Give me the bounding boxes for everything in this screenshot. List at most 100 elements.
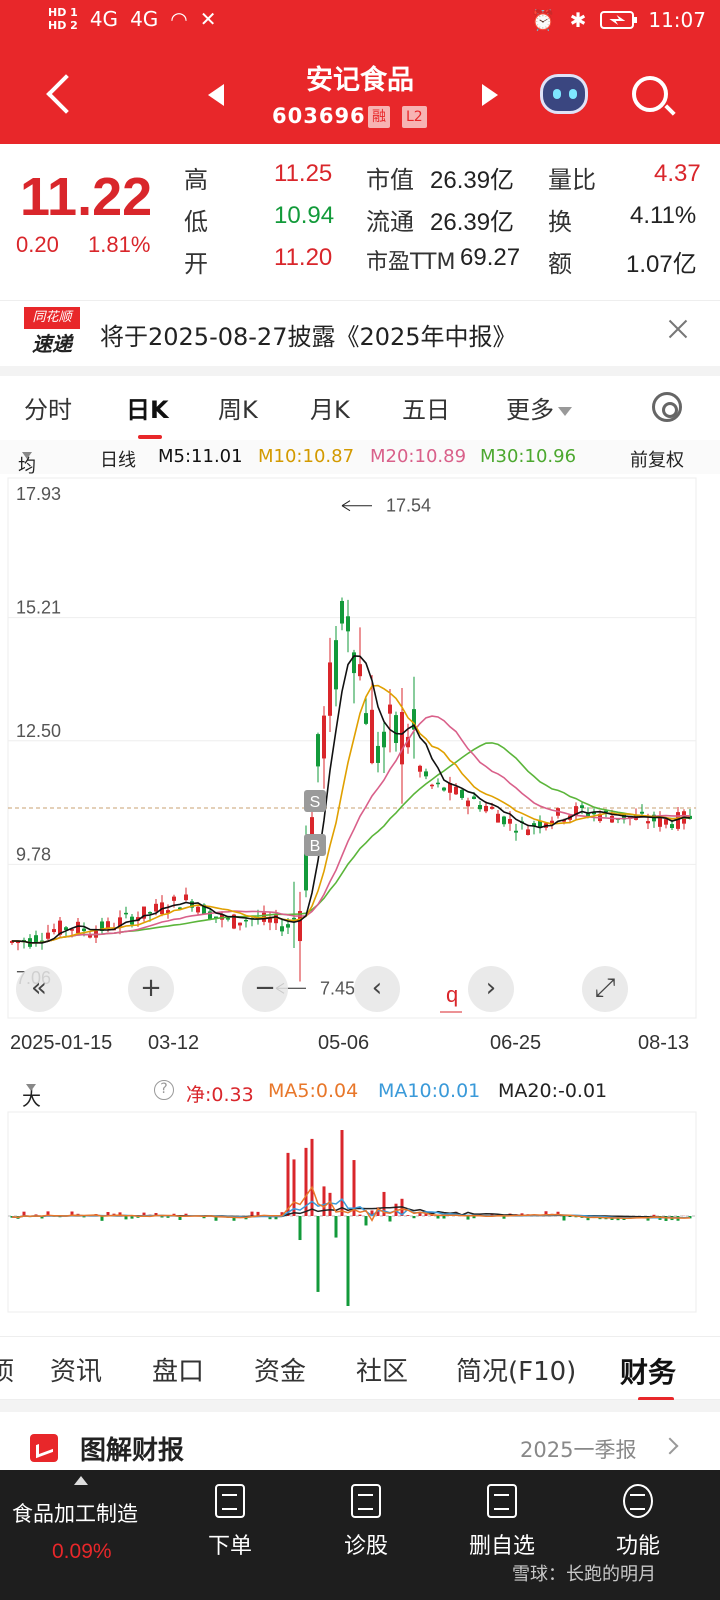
candle-body (208, 911, 212, 920)
tab-news[interactable]: 资讯 (50, 1357, 103, 1387)
help-icon[interactable]: ? (154, 1080, 174, 1100)
sector-name[interactable]: 食品加工制造 (12, 1502, 138, 1526)
prev-stock-button[interactable] (208, 84, 224, 106)
candle-body (382, 731, 386, 748)
fund-ma20-value: MA20:-0.01 (498, 1080, 608, 1102)
tab-finance[interactable]: 财务 (620, 1351, 676, 1401)
zoom-out-button[interactable]: − (242, 966, 288, 1012)
zoom-in-button[interactable]: + (128, 966, 174, 1012)
tab-more[interactable]: 更多 (506, 390, 572, 425)
fund-bar (334, 1216, 338, 1238)
fund-bar (346, 1216, 350, 1306)
candle-body (16, 941, 20, 944)
candle-body (298, 911, 302, 942)
financial-report-row[interactable]: 图解财报 2025一季报 (0, 1420, 720, 1476)
fund-ma10-value: MA10:0.01 (378, 1080, 481, 1102)
notice-bar[interactable]: 同花顺 速递 将于2025-08-27披露《2025年中报》 (0, 300, 720, 366)
diagnose-button[interactable]: 诊股 (316, 1484, 416, 1560)
back-button[interactable] (44, 72, 72, 116)
tab-partial[interactable]: 顷 (0, 1357, 15, 1387)
ma20-value: M20:10.89 (370, 446, 467, 467)
date-label: 06-25 (490, 1032, 542, 1054)
candle-body (268, 918, 272, 923)
candle-body (214, 916, 218, 919)
tab-community[interactable]: 社区 (356, 1357, 409, 1387)
fund-bar (406, 1215, 410, 1216)
candle-body (508, 818, 512, 824)
fund-ma5-line (11, 1185, 691, 1222)
trade-marker-label: B (310, 838, 321, 855)
tab-capital[interactable]: 资金 (254, 1357, 307, 1387)
tab-f10[interactable]: 简况(F10) (456, 1357, 577, 1387)
trade-marker[interactable] (304, 790, 326, 812)
scroll-left-button[interactable]: ‹ (354, 966, 400, 1012)
fund-bar (106, 1212, 110, 1216)
trade-marker[interactable] (304, 834, 326, 856)
close-icon[interactable] (664, 315, 692, 343)
candle-body (226, 918, 230, 920)
fund-bar (328, 1192, 332, 1216)
fund-bar (184, 1213, 188, 1216)
tab-five-day[interactable]: 五日 (402, 396, 450, 424)
candle-body (376, 745, 380, 763)
candle-body (514, 830, 518, 833)
tab-daily-k[interactable]: 日K (126, 390, 169, 439)
ma5-line (11, 655, 691, 944)
y-axis-label: 17.93 (16, 484, 61, 504)
next-stock-button[interactable] (482, 84, 498, 106)
fund-bar (436, 1216, 440, 1219)
settings-gear-icon[interactable] (652, 392, 682, 422)
bottom-bar: 食品加工制造 0.09% 下单 诊股 删自选 功能 雪球：长跑的明月 (0, 1470, 720, 1600)
candle-body (370, 709, 374, 764)
fund-bar (340, 1130, 344, 1216)
app-header: HD 1 HD 2 4G 4G ◠ ✕ ⏰ ✱ 11:07 安记食品 603696… (0, 0, 720, 144)
candle-body (82, 928, 86, 932)
fullscreen-button[interactable]: ⤢ (582, 966, 628, 1012)
assistant-robot-icon[interactable] (540, 74, 588, 114)
candle-body (538, 821, 542, 828)
sector-change: 0.09% (52, 1540, 112, 1563)
candle-body (76, 921, 80, 934)
fund-bar (40, 1216, 44, 1219)
functions-button[interactable]: 功能 (588, 1484, 688, 1560)
candle-body (88, 935, 92, 938)
fund-bar (34, 1214, 38, 1216)
ma10-line (11, 684, 691, 944)
chevron-up-icon[interactable] (74, 1476, 88, 1485)
fund-plot-area (7, 1111, 697, 1313)
tab-weekly-k[interactable]: 周K (218, 396, 258, 424)
candle-body (148, 912, 152, 914)
diagnose-icon (351, 1484, 381, 1518)
candle-body (436, 782, 440, 785)
fund-bar (118, 1212, 122, 1216)
scroll-right-button[interactable]: › (468, 966, 514, 1012)
order-button[interactable]: 下单 (180, 1484, 280, 1560)
tab-orderbook[interactable]: 盘口 (152, 1357, 205, 1387)
search-icon[interactable] (632, 76, 668, 112)
candle-body (676, 812, 680, 829)
high-value: 11.25 (274, 160, 333, 187)
adjust-mode[interactable]: 前复权 (630, 450, 684, 471)
candle-body (274, 915, 278, 924)
candle-body (670, 824, 674, 829)
tab-monthly-k[interactable]: 月K (310, 396, 350, 424)
candle-body (454, 786, 458, 795)
candle-body (232, 914, 236, 929)
remove-watchlist-button[interactable]: 删自选 (452, 1484, 552, 1560)
fund-bar (154, 1212, 158, 1216)
battery-icon (600, 11, 638, 29)
fund-bar (322, 1186, 326, 1216)
tab-intraday[interactable]: 分时 (24, 396, 72, 424)
fund-bar (382, 1191, 386, 1216)
scroll-left-fast-button[interactable]: « (16, 966, 62, 1012)
q-marker: q (446, 982, 458, 1007)
menu-icon (623, 1484, 653, 1518)
candle-body (448, 783, 452, 793)
fund-flow-chart[interactable] (0, 1110, 720, 1316)
fin-report-period[interactable]: 2025一季报 (520, 1438, 637, 1462)
notice-text[interactable]: 将于2025-08-27披露《2025年中报》 (100, 323, 517, 351)
fund-bar (286, 1152, 290, 1216)
candle-body (280, 926, 284, 932)
price-change-pct: 1.81% (88, 232, 151, 257)
